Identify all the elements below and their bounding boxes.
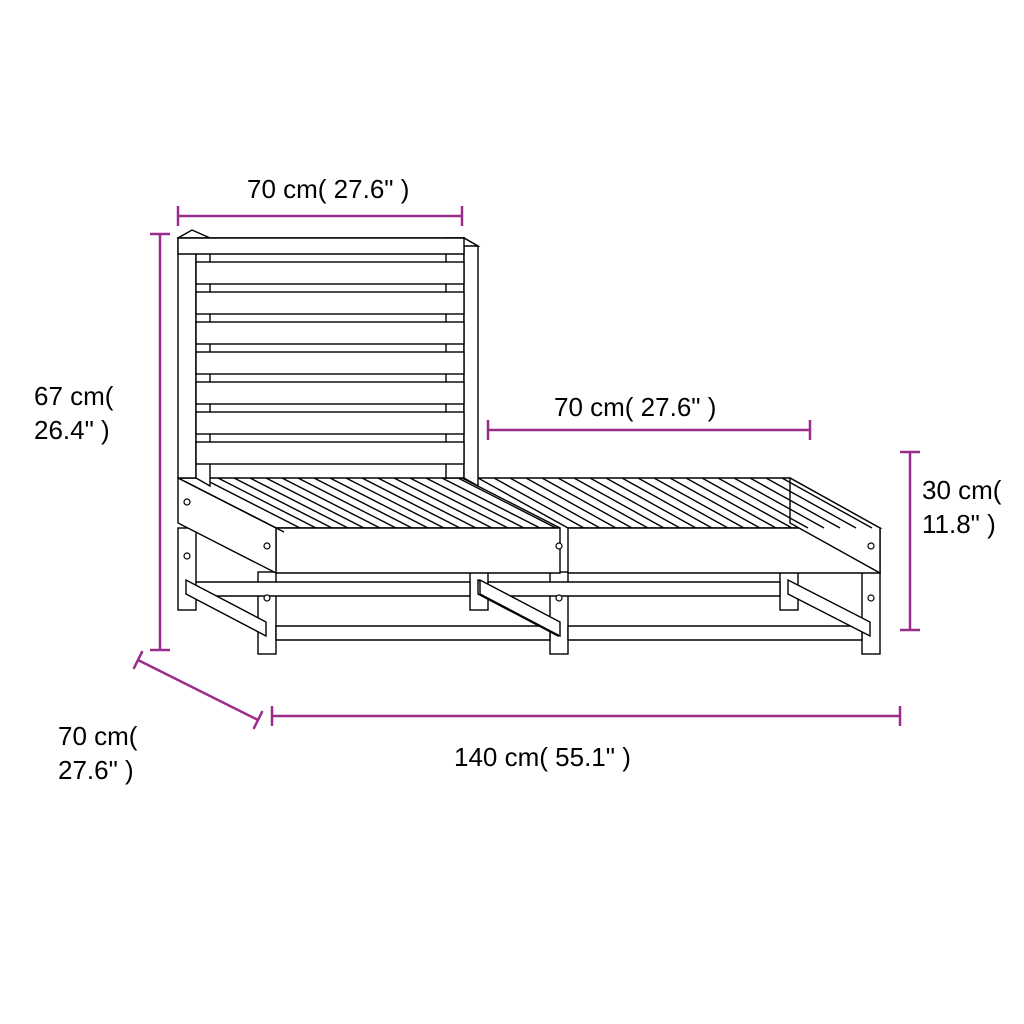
dim-top-width: 70 cm( 27.6" ) [247,174,409,205]
dim-mid-width: 70 cm( 27.6" ) [554,392,716,423]
furniture-drawing [178,230,880,654]
dim-depth: 70 cm( 27.6" ) [58,720,137,788]
dim-front-width: 140 cm( 55.1" ) [454,742,631,773]
dim-right-height: 30 cm( 11.8" ) [922,474,1001,542]
dim-left-height: 67 cm( 26.4" ) [34,380,113,448]
